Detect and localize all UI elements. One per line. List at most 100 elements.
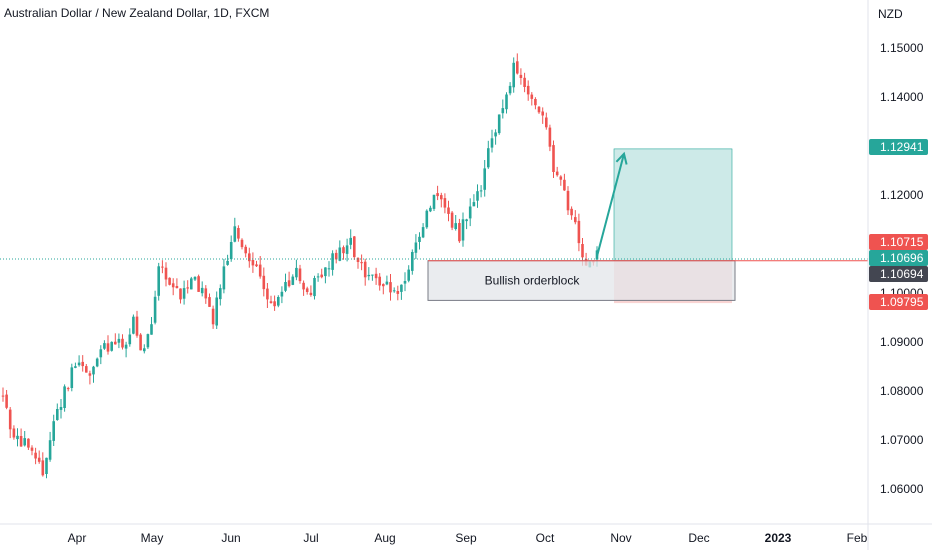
price-marker-badge xyxy=(869,266,928,282)
candle-body xyxy=(19,436,23,447)
candle-body xyxy=(447,207,450,214)
candle-body xyxy=(52,421,55,441)
candle-body xyxy=(92,366,95,375)
candle-body xyxy=(545,117,548,128)
candle-body xyxy=(432,194,436,209)
candle-body xyxy=(186,287,189,289)
candle-body xyxy=(334,252,338,260)
candle-body xyxy=(45,457,48,474)
y-tick-label: 1.12000 xyxy=(880,188,924,202)
orderblock-label: Bullish orderblock xyxy=(485,274,581,288)
candle-body xyxy=(320,274,323,278)
candle-body xyxy=(541,111,544,116)
candle-body xyxy=(255,264,258,267)
candle-body xyxy=(63,386,66,408)
candles-layer xyxy=(1,53,599,479)
candle-body xyxy=(378,276,381,286)
x-tick-label: Jul xyxy=(303,531,318,545)
candle-body xyxy=(23,438,26,446)
chart-title: Australian Dollar / New Zealand Dollar, … xyxy=(4,6,270,20)
candle-body xyxy=(295,267,298,278)
candle-body xyxy=(403,281,407,284)
x-tick-label: Sep xyxy=(455,531,477,545)
candle-body xyxy=(385,281,389,285)
candle-body xyxy=(581,244,584,258)
candle-body xyxy=(443,198,447,208)
candle-body xyxy=(27,438,30,448)
candle-body xyxy=(298,268,302,282)
candle-body xyxy=(175,286,179,289)
candle-body xyxy=(508,85,512,94)
x-tick-label: Dec xyxy=(688,531,709,545)
candle-body xyxy=(211,308,215,325)
candle-body xyxy=(143,348,146,352)
candle-body xyxy=(302,282,305,290)
candle-body xyxy=(363,261,367,278)
price-marker-badge xyxy=(869,139,928,155)
candle-body xyxy=(1,395,5,397)
candle-body xyxy=(179,288,182,300)
candle-body xyxy=(269,301,273,303)
candle-body xyxy=(81,361,84,367)
x-tick-label: Oct xyxy=(536,531,555,545)
candle-body xyxy=(476,191,479,201)
candle-body xyxy=(465,219,468,222)
candle-body xyxy=(258,264,262,277)
candle-body xyxy=(150,324,153,335)
price-marker-badge xyxy=(869,294,928,310)
candle-body xyxy=(505,94,508,110)
candle-body xyxy=(197,276,200,292)
y-tick-label: 1.09000 xyxy=(880,335,924,349)
candle-body xyxy=(106,343,110,352)
candle-body xyxy=(316,276,320,278)
candle-body xyxy=(389,282,392,293)
candle-body xyxy=(121,338,124,348)
orderblock-box[interactable] xyxy=(427,260,736,301)
candle-body xyxy=(59,407,63,410)
candle-body xyxy=(555,171,559,176)
candle-body xyxy=(124,344,128,349)
candle-body xyxy=(284,282,287,291)
candle-body xyxy=(171,283,175,288)
candle-body xyxy=(461,219,465,241)
x-tick-label: Feb xyxy=(847,531,868,545)
candle-body xyxy=(200,287,204,294)
candle-body xyxy=(374,273,378,279)
trend-arrow[interactable] xyxy=(596,153,625,257)
candle-body xyxy=(182,288,186,299)
candle-body xyxy=(280,291,284,297)
candle-body xyxy=(219,288,222,300)
candle-body xyxy=(233,226,237,242)
candle-body xyxy=(99,349,103,358)
candle-body xyxy=(161,266,164,268)
candle-body xyxy=(327,268,331,270)
candle-body xyxy=(117,338,121,343)
candle-body xyxy=(526,85,530,95)
x-tick-label: Jun xyxy=(221,531,240,545)
candle-body xyxy=(190,278,193,290)
candle-body xyxy=(360,262,363,264)
candle-body xyxy=(222,266,226,290)
price-marker-label: 1.09795 xyxy=(880,295,924,309)
price-marker-label: 1.10696 xyxy=(880,251,924,265)
target-zone[interactable] xyxy=(613,148,733,261)
candle-body xyxy=(512,62,515,88)
candle-body xyxy=(392,290,396,292)
candle-body xyxy=(349,237,352,245)
candle-body xyxy=(345,245,349,254)
candle-body xyxy=(577,220,581,244)
candle-body xyxy=(48,440,52,460)
candle-body xyxy=(537,106,541,113)
candle-body xyxy=(534,99,537,106)
candle-body xyxy=(501,108,505,114)
candle-body xyxy=(407,269,410,281)
candle-body xyxy=(516,61,519,74)
candle-body xyxy=(16,435,19,440)
candle-body xyxy=(12,428,16,438)
candle-body xyxy=(483,168,486,190)
candle-body xyxy=(157,266,160,296)
x-tick-label: Nov xyxy=(610,531,631,545)
candle-body xyxy=(251,260,255,266)
